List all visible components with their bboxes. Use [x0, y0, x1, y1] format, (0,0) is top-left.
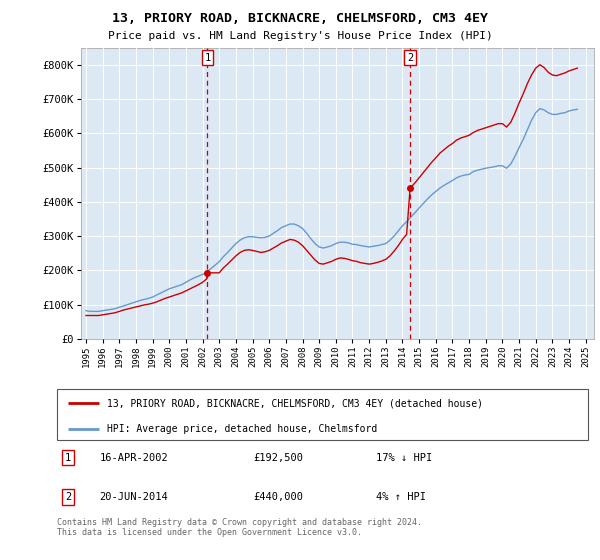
Text: HPI: Average price, detached house, Chelmsford: HPI: Average price, detached house, Chel… — [107, 423, 377, 433]
Text: 17% ↓ HPI: 17% ↓ HPI — [376, 453, 432, 463]
Text: 2: 2 — [65, 492, 71, 502]
Text: 1: 1 — [65, 453, 71, 463]
Text: 16-APR-2002: 16-APR-2002 — [100, 453, 168, 463]
Text: 13, PRIORY ROAD, BICKNACRE, CHELMSFORD, CM3 4EY: 13, PRIORY ROAD, BICKNACRE, CHELMSFORD, … — [112, 12, 488, 25]
Text: Contains HM Land Registry data © Crown copyright and database right 2024.
This d: Contains HM Land Registry data © Crown c… — [57, 518, 422, 538]
Text: 1: 1 — [204, 53, 211, 63]
Text: £440,000: £440,000 — [253, 492, 304, 502]
Text: 4% ↑ HPI: 4% ↑ HPI — [376, 492, 425, 502]
Text: 20-JUN-2014: 20-JUN-2014 — [100, 492, 168, 502]
Text: 13, PRIORY ROAD, BICKNACRE, CHELMSFORD, CM3 4EY (detached house): 13, PRIORY ROAD, BICKNACRE, CHELMSFORD, … — [107, 398, 484, 408]
Text: Price paid vs. HM Land Registry's House Price Index (HPI): Price paid vs. HM Land Registry's House … — [107, 31, 493, 41]
Text: 2: 2 — [407, 53, 413, 63]
Text: £192,500: £192,500 — [253, 453, 304, 463]
